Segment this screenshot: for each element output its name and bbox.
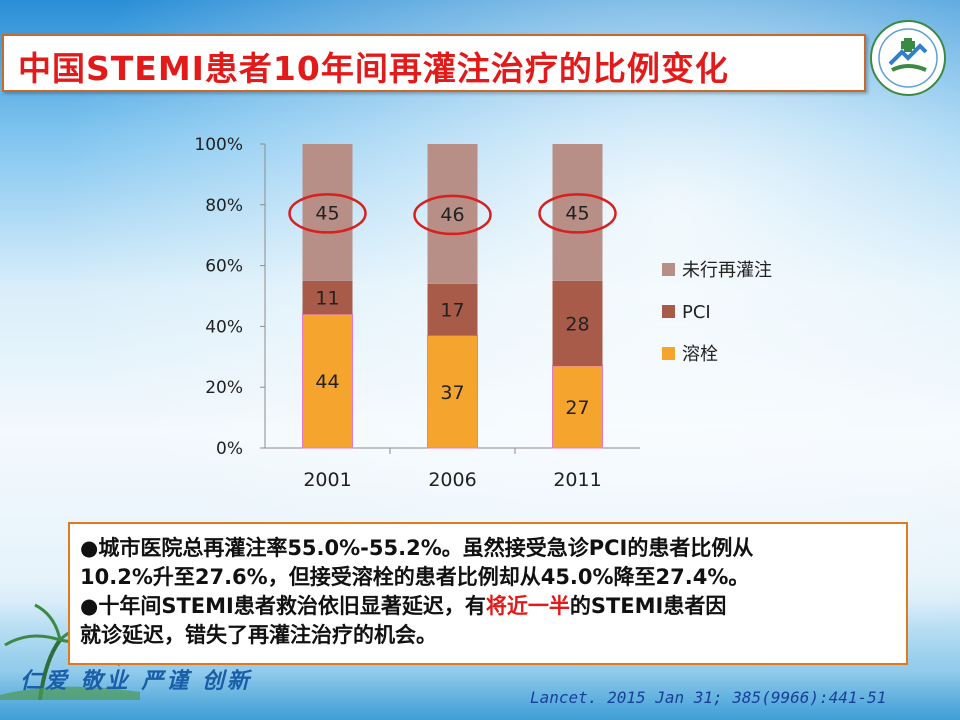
data-label: 27 xyxy=(565,397,589,419)
legend-label: PCI xyxy=(682,302,711,323)
bar-segment xyxy=(552,144,603,281)
data-label: 46 xyxy=(440,204,464,226)
x-tick-label: 2001 xyxy=(303,469,351,491)
highlight-ellipse xyxy=(538,193,617,234)
bar-segment xyxy=(302,280,353,315)
note-line: ●十年间STEMI患者救治依旧显著延迟，有将近一半的STEMI患者因 xyxy=(80,592,896,621)
note-line: 10.2%升至27.6%，但接受溶栓的患者比例却从45.0%降至27.4%。 xyxy=(80,563,896,592)
data-label: 11 xyxy=(315,288,339,310)
data-label: 45 xyxy=(315,202,339,224)
bar-segment xyxy=(552,280,603,366)
y-tick-label: 60% xyxy=(205,257,243,277)
bar-segment xyxy=(427,144,478,284)
note-text: 就诊延迟，错失了再灌注治疗的机会。 xyxy=(80,623,437,647)
citation: Lancet. 2015 Jan 31; 385(9966):441-51 xyxy=(530,688,887,707)
note-text: 的STEMI患者因 xyxy=(569,594,727,618)
slide-title: 中国STEMI患者10年间再灌注治疗的比例变化 xyxy=(18,49,729,88)
note-highlight: 将近一半 xyxy=(485,594,570,618)
bar-segment xyxy=(552,365,603,449)
highlight-ellipse xyxy=(413,194,492,236)
x-tick-label: 2011 xyxy=(553,469,601,491)
legend-swatch xyxy=(662,347,675,360)
title-box: 中国STEMI患者10年间再灌注治疗的比例变化 xyxy=(2,34,866,92)
data-label: 44 xyxy=(315,371,339,393)
highlight-ellipse xyxy=(288,193,367,234)
bar-segment xyxy=(302,144,353,281)
notes-box: ●城市医院总再灌注率55.0%-55.2%。虽然接受急诊PCI的患者比例从 10.… xyxy=(68,522,908,665)
hospital-logo-icon xyxy=(870,20,946,96)
legend-label: 溶栓 xyxy=(682,344,718,365)
note-text: ●十年间STEMI患者救治依旧显著延迟，有 xyxy=(80,594,486,618)
legend-swatch xyxy=(662,263,675,276)
legend-label: 未行再灌注 xyxy=(682,260,772,281)
data-label: 28 xyxy=(565,313,589,335)
data-label: 17 xyxy=(440,300,464,322)
note-text: 10.2%升至27.6%，但接受溶栓的患者比例却从45.0%降至27.4%。 xyxy=(80,565,750,589)
note-line: ●城市医院总再灌注率55.0%-55.2%。虽然接受急诊PCI的患者比例从 xyxy=(80,534,896,563)
legend-swatch xyxy=(662,305,675,318)
y-tick-label: 80% xyxy=(205,196,243,216)
y-tick-label: 0% xyxy=(216,439,243,459)
stacked-bar-chart: 0% 20% 40% 60% 80% 100% 44 11 45 2001 37 17 46 2006 27… xyxy=(194,135,772,491)
y-tick-label: 100% xyxy=(194,135,243,155)
data-label: 37 xyxy=(440,382,464,404)
y-tick-label: 40% xyxy=(205,317,243,337)
x-tick-label: 2006 xyxy=(428,469,476,491)
note-line: 就诊延迟，错失了再灌注治疗的机会。 xyxy=(80,621,896,650)
note-text: ●城市医院总再灌注率55.0%-55.2%。虽然接受急诊PCI的患者比例从 xyxy=(80,536,754,560)
y-tick-label: 20% xyxy=(205,378,243,398)
hospital-motto: 仁爱 敬业 严谨 创新 xyxy=(20,668,252,694)
bar-segment xyxy=(427,335,478,449)
bar-segment xyxy=(427,283,478,336)
data-label: 45 xyxy=(565,202,589,224)
